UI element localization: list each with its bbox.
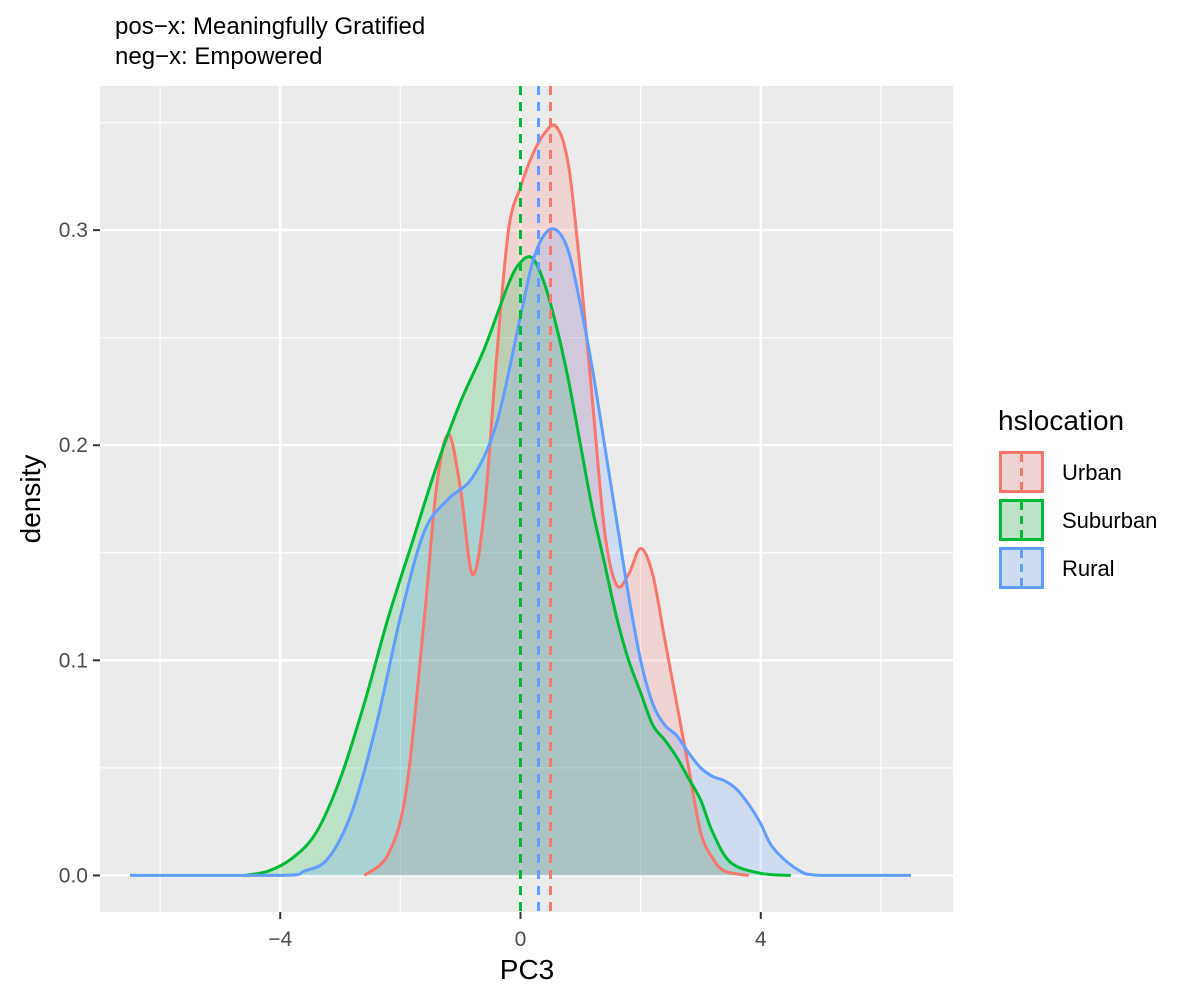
legend-title: hslocation	[998, 405, 1124, 436]
legend: hslocation Urban Suburban Rural	[998, 405, 1157, 589]
y-tick-label: 0.0	[59, 864, 88, 887]
mean-lines	[518, 86, 553, 912]
y-tick-label: 0.1	[59, 649, 88, 672]
x-tick-label: −4	[268, 928, 292, 951]
plot-panel	[100, 86, 953, 912]
density-area-urban	[364, 124, 749, 876]
density-line-urban	[363, 123, 750, 877]
legend-label-suburban: Suburban	[1062, 508, 1157, 533]
density-lines	[130, 123, 911, 877]
density-line-rural	[130, 227, 911, 877]
density-line-suburban	[243, 255, 791, 877]
y-axis: 0.0 0.1 0.2 0.3	[59, 219, 100, 887]
x-tick-label: 4	[755, 928, 767, 951]
grid-minor	[100, 86, 953, 912]
density-area-suburban	[244, 256, 791, 876]
legend-label-rural: Rural	[1062, 556, 1115, 581]
y-tick-label: 0.2	[59, 434, 88, 457]
legend-label-urban: Urban	[1062, 460, 1122, 485]
chart-subtitle: neg−x: Empowered	[115, 43, 322, 70]
x-tick-label: 0	[515, 928, 527, 951]
y-axis-label: density	[15, 455, 46, 544]
chart-title: pos−x: Meaningfully Gratified	[115, 13, 425, 40]
y-tick-label: 0.3	[59, 219, 88, 242]
x-axis: −4 0 4	[268, 912, 767, 951]
x-axis-label: PC3	[500, 954, 554, 985]
